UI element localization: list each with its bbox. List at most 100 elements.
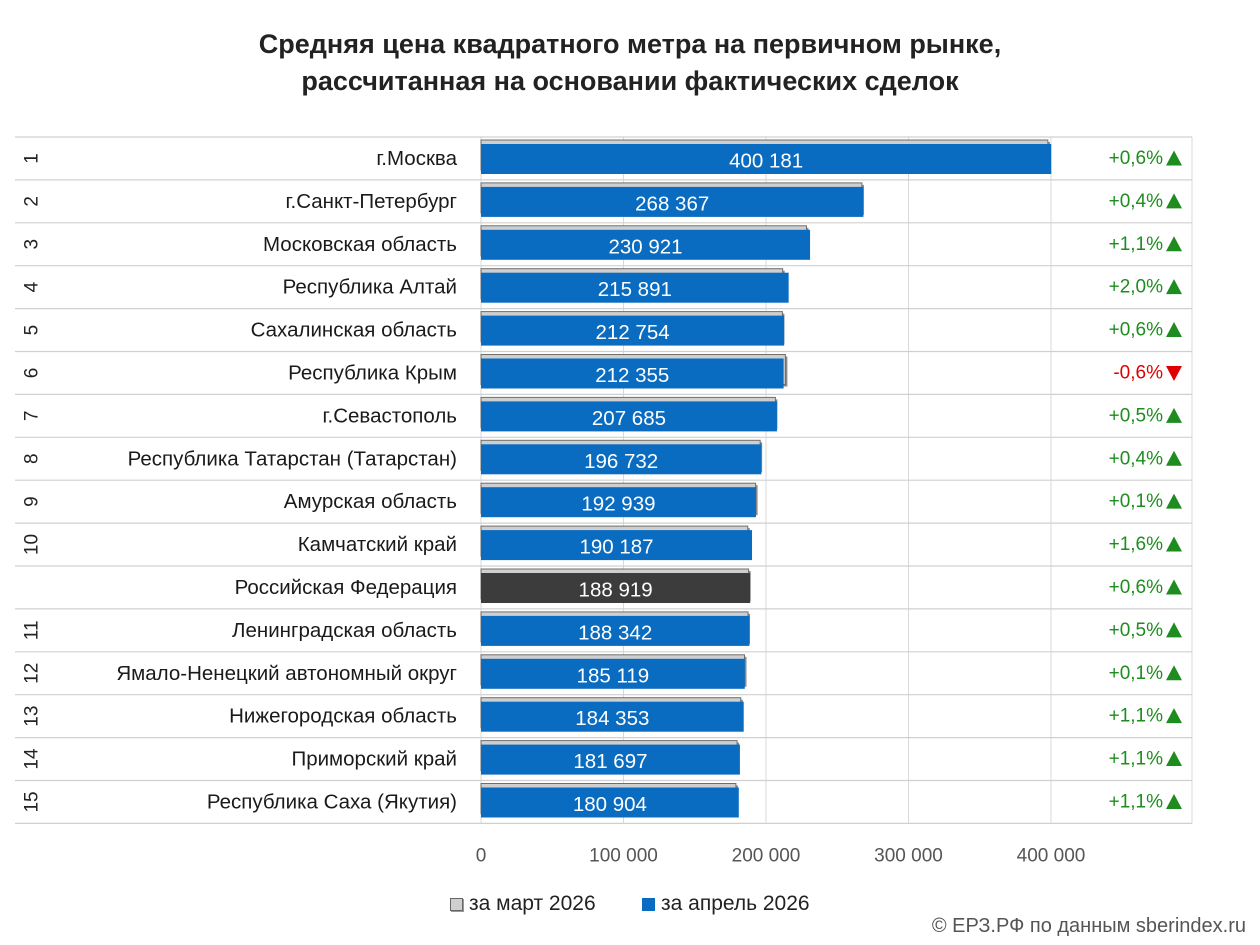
row-region-label: Ямало-Ненецкий автономный округ <box>116 662 457 685</box>
change-percent: +0,1% <box>1109 491 1164 512</box>
row-rank: 11 <box>22 620 43 640</box>
row-region-label: Российская Федерация <box>235 576 457 599</box>
bar-april <box>481 530 753 561</box>
chart-title: Средняя цена квадратного метра на первич… <box>0 26 1260 100</box>
bar-value-label: 190 187 <box>579 536 653 559</box>
row-region-label: Республика Татарстан (Татарстан) <box>128 447 457 470</box>
bar-value-label: 184 353 <box>575 707 649 730</box>
row-region-label: Камчатский край <box>298 533 457 556</box>
bar-april <box>481 186 864 217</box>
arrow-up-icon <box>1166 407 1182 423</box>
change-percent: +1,6% <box>1109 534 1164 555</box>
change-percent: +1,1% <box>1109 749 1164 770</box>
change-percent: +2,0% <box>1109 277 1164 298</box>
change-percent: +0,6% <box>1109 577 1164 598</box>
chart-title-line-1: Средняя цена квадратного метра на первич… <box>258 29 1002 59</box>
bar-value-label: 196 732 <box>584 450 658 473</box>
bar-april <box>481 315 785 346</box>
bar-april <box>481 401 777 432</box>
x-tick-label: 100 000 <box>589 845 658 866</box>
change-percent: +0,4% <box>1109 191 1164 212</box>
row-region-label: Московская область <box>263 233 457 256</box>
arrow-up-icon <box>1166 193 1182 209</box>
change-percent: +0,1% <box>1109 663 1164 684</box>
bar-chart: 0 100 000 200 000 300 000 400 000 1 г.Москва 40… <box>15 136 1193 866</box>
change-percent: +0,6% <box>1109 320 1164 341</box>
row-region-label: г.Москва <box>376 147 457 170</box>
bar-value-label: 185 119 <box>577 664 650 687</box>
arrow-up-icon <box>1166 236 1182 252</box>
legend-april-label: за апрель 2026 <box>661 892 810 915</box>
bar-value-label: 212 355 <box>595 364 669 387</box>
bar-april <box>481 444 762 475</box>
change-percent: +1,1% <box>1109 706 1164 727</box>
row-region-label: Нижегородская область <box>229 705 457 728</box>
row-region-label: Республика Алтай <box>283 276 457 299</box>
row-rank: 12 <box>22 663 43 684</box>
bar-value-label: 268 367 <box>635 192 709 215</box>
source-credit: © ЕРЗ.РФ по данным sberindex.ru <box>931 915 1246 937</box>
row-rank: 15 <box>22 791 43 812</box>
arrow-down-icon <box>1166 365 1182 381</box>
bar-april <box>481 229 811 260</box>
bar-april <box>481 144 1052 174</box>
x-tick-label: 400 000 <box>1017 845 1086 866</box>
row-rank: 13 <box>22 706 43 727</box>
row-rank: 4 <box>22 281 43 292</box>
bar-value-label: 188 919 <box>579 579 653 602</box>
arrow-up-icon <box>1166 708 1182 724</box>
bar-value-label: 212 754 <box>596 321 670 344</box>
row-rank: 7 <box>22 411 43 422</box>
arrow-up-icon <box>1166 751 1182 767</box>
row-region-label: г.Севастополь <box>323 404 457 427</box>
row-rank: 9 <box>22 496 43 507</box>
legend-march: за март 2026 <box>450 892 596 916</box>
change-percent: +0,6% <box>1109 148 1164 169</box>
legend-april: за апрель 2026 <box>642 892 810 916</box>
bar-value-label: 215 891 <box>598 278 672 301</box>
arrow-up-icon <box>1166 665 1182 681</box>
row-region-label: г.Санкт-Петербург <box>286 190 457 213</box>
bar-value-label: 180 904 <box>573 793 647 816</box>
row-region-label: Республика Крым <box>288 361 457 384</box>
legend-april-swatch <box>642 897 655 911</box>
arrow-up-icon <box>1166 322 1182 338</box>
row-region-label: Республика Саха (Якутия) <box>207 790 457 813</box>
bar-april <box>481 573 751 603</box>
arrow-up-icon <box>1166 536 1182 552</box>
bar-april <box>481 272 789 303</box>
x-tick-label: 0 <box>476 845 487 866</box>
bar-april <box>481 615 750 646</box>
change-percent: -0,6% <box>1113 362 1163 383</box>
bar-april <box>481 358 784 389</box>
bar-april <box>481 744 740 775</box>
arrow-up-icon <box>1166 279 1182 295</box>
row-rank: 14 <box>22 748 43 770</box>
bar-april <box>481 658 745 689</box>
row-rank: 5 <box>22 325 43 336</box>
row-region-label: Ленинградская область <box>232 619 457 642</box>
arrow-up-icon <box>1166 793 1182 809</box>
chart-title-line-2: рассчитанная на основании фактических сд… <box>301 66 959 96</box>
x-tick-label: 200 000 <box>732 845 801 866</box>
arrow-up-icon <box>1166 493 1182 509</box>
row-rank: 2 <box>22 196 43 207</box>
bar-value-label: 181 697 <box>573 750 647 773</box>
change-percent: +1,1% <box>1109 791 1164 812</box>
row-rank: 10 <box>22 534 43 555</box>
bar-april <box>481 487 756 518</box>
bar-value-label: 230 921 <box>608 235 682 258</box>
arrow-up-icon <box>1166 622 1182 638</box>
row-region-label: Приморский край <box>291 748 457 771</box>
bar-april <box>481 787 739 818</box>
change-percent: +1,1% <box>1109 234 1164 255</box>
bar-april <box>481 701 744 732</box>
change-percent: +0,5% <box>1109 405 1164 426</box>
arrow-up-icon <box>1166 450 1182 466</box>
bar-value-label: 207 685 <box>592 407 666 430</box>
bar-value-label: 188 342 <box>578 621 652 644</box>
arrow-up-icon <box>1166 579 1182 595</box>
bar-value-label: 192 939 <box>581 493 655 516</box>
change-percent: +0,5% <box>1109 620 1164 641</box>
row-region-label: Сахалинская область <box>251 319 457 342</box>
